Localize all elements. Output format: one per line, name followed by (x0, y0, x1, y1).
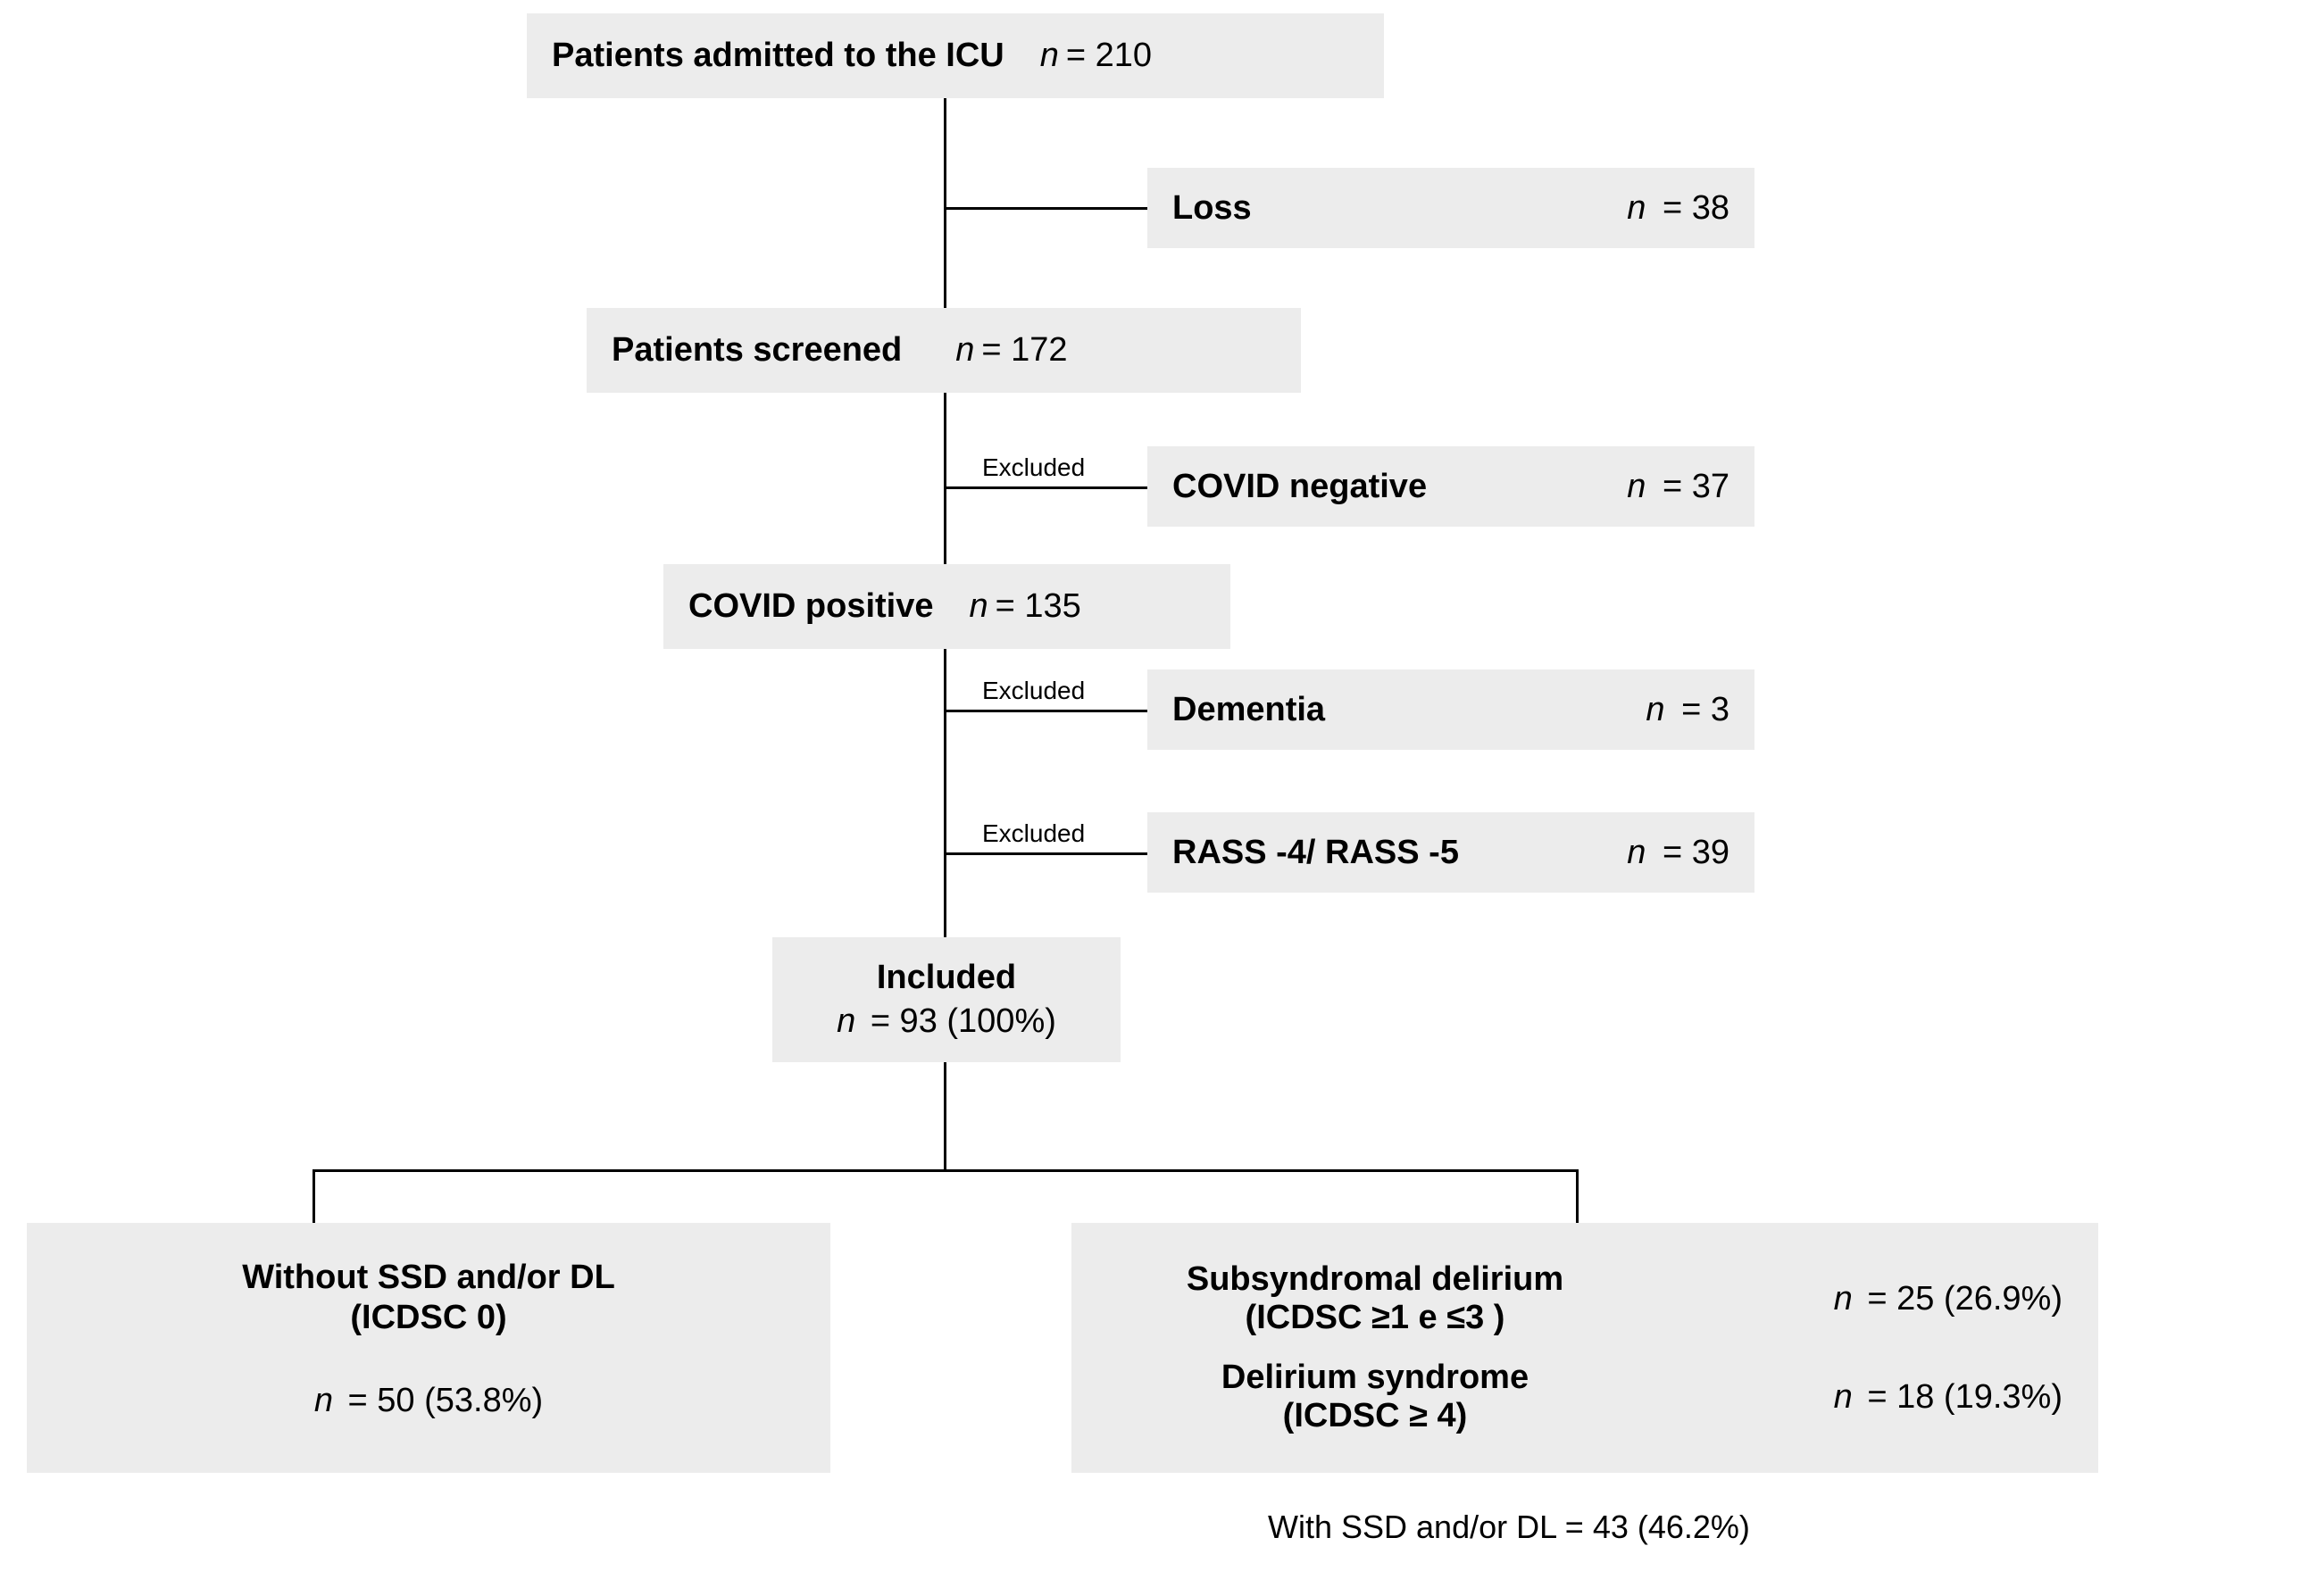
without-line2: (ICDSC 0) (350, 1299, 506, 1337)
without-n-value: = 50 (53.8%) (348, 1382, 544, 1419)
split-right-drop (1576, 1169, 1579, 1223)
admitted-n-label: n (1040, 37, 1059, 75)
ssd-n-value: = 25 (26.9%) (1867, 1280, 2063, 1318)
covid-pos-n-value: = 135 (996, 587, 1081, 626)
flowchart-canvas: Patients admitted to the ICU n = 210 Los… (0, 0, 2317, 1596)
dl-n-label: n (1834, 1378, 1853, 1416)
rass-n-value: = 39 (1663, 834, 1729, 871)
dl-title: Delirium syndrome (1125, 1359, 1625, 1397)
excluded-label-2: Excluded (982, 677, 1085, 705)
ssd-n-label: n (1834, 1280, 1853, 1318)
included-n-value: = 93 (100%) (871, 1002, 1056, 1040)
screened-title: Patients screened (612, 331, 902, 370)
node-covid-positive: COVID positive n = 135 (663, 564, 1230, 649)
node-screened: Patients screened n = 172 (587, 308, 1301, 393)
rass-title: RASS -4/ RASS -5 (1172, 834, 1459, 872)
branch-rass (944, 852, 1147, 855)
excluded-label-1: Excluded (982, 453, 1085, 482)
excluded-label-3: Excluded (982, 819, 1085, 848)
ssd-sub: (ICDSC ≥1 e ≤3 ) (1125, 1299, 1625, 1337)
branch-dementia (944, 710, 1147, 712)
dementia-n-label: n (1646, 691, 1664, 728)
node-admitted: Patients admitted to the ICU n = 210 (527, 13, 1384, 98)
loss-title: Loss (1172, 189, 1252, 228)
admitted-title: Patients admitted to the ICU (552, 37, 1004, 75)
node-loss: Loss n = 38 (1147, 168, 1754, 248)
covid-neg-n-label: n (1627, 468, 1646, 505)
split-left-drop (313, 1169, 315, 1223)
ssd-title: Subsyndromal delirium (1125, 1260, 1625, 1299)
node-dementia: Dementia n = 3 (1147, 669, 1754, 750)
node-covid-negative: COVID negative n = 37 (1147, 446, 1754, 527)
without-n-label: n (314, 1382, 333, 1419)
node-rass: RASS -4/ RASS -5 n = 39 (1147, 812, 1754, 893)
without-line1: Without SSD and/or DL (242, 1259, 615, 1297)
admitted-n-value: = 210 (1066, 37, 1152, 75)
covid-neg-title: COVID negative (1172, 468, 1427, 506)
split-horizontal (313, 1169, 1579, 1172)
loss-n-label: n (1627, 189, 1646, 227)
covid-neg-n-value: = 37 (1663, 468, 1729, 505)
dementia-n-value: = 3 (1681, 691, 1729, 728)
covid-pos-title: COVID positive (688, 587, 934, 626)
node-with-ssd-dl: Subsyndromal delirium (ICDSC ≥1 e ≤3 ) n… (1071, 1223, 2098, 1473)
node-without-ssd-dl: Without SSD and/or DL (ICDSC 0) n = 50 (… (27, 1223, 830, 1473)
rass-n-label: n (1627, 834, 1646, 871)
covid-pos-n-label: n (970, 587, 988, 626)
dl-n-value: = 18 (19.3%) (1867, 1378, 2063, 1416)
dl-sub: (ICDSC ≥ 4) (1125, 1397, 1625, 1435)
node-included: Included n = 93 (100%) (772, 937, 1121, 1062)
included-n-label: n (837, 1002, 855, 1040)
loss-n-value: = 38 (1663, 189, 1729, 227)
screened-n-value: = 172 (981, 331, 1067, 370)
branch-covid-neg (944, 486, 1147, 489)
dementia-title: Dementia (1172, 691, 1325, 729)
screened-n-label: n (955, 331, 974, 370)
branch-loss (944, 207, 1147, 210)
included-title: Included (877, 959, 1016, 997)
footer-note: With SSD and/or DL = 43 (46.2%) (1268, 1509, 1750, 1546)
